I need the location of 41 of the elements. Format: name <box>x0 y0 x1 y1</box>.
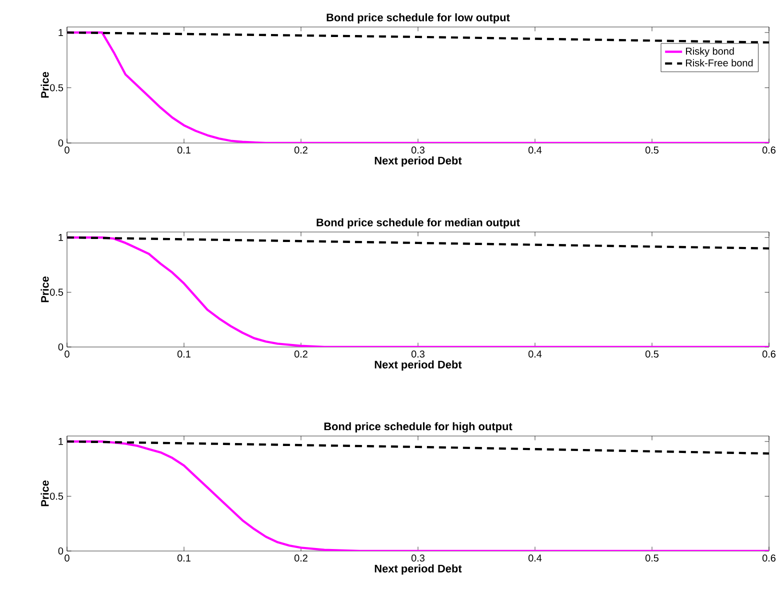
x-tick-label: 0 <box>64 350 70 358</box>
x-tick-label: 0.2 <box>294 350 308 358</box>
x-tick-label: 0.5 <box>645 350 659 358</box>
x-tick-label: 0.4 <box>528 146 542 154</box>
x-axis-title: Next period Debt <box>374 564 462 575</box>
x-tick-label: 0.1 <box>177 350 190 358</box>
x-tick-label: 0.1 <box>177 554 190 562</box>
x-tick-label: 0.5 <box>645 146 659 154</box>
x-tick-label: 0.6 <box>762 350 776 358</box>
legend-label: Risky bond <box>686 47 734 57</box>
y-tick-label: 0 <box>58 547 64 555</box>
y-axis-title: Price <box>40 480 49 506</box>
chart-title: Bond price schedule for high output <box>324 422 512 433</box>
x-tick-label: 0.2 <box>294 146 308 154</box>
y-tick-label: 1 <box>58 234 63 241</box>
x-tick-label: 0.1 <box>177 146 190 154</box>
y-tick-label: 1 <box>58 438 63 445</box>
x-tick-label: 0.6 <box>762 146 776 154</box>
chart-title: Bond price schedule for median output <box>316 218 520 228</box>
x-tick-label: 0 <box>64 146 70 154</box>
x-tick-label: 0.3 <box>411 146 424 154</box>
y-tick-label: 0 <box>58 343 64 351</box>
x-axis-title: Next period Debt <box>374 156 462 167</box>
y-tick-label: 0.5 <box>50 492 64 500</box>
chart-title: Bond price schedule for low output <box>326 13 510 24</box>
y-tick-label: 0 <box>58 139 64 147</box>
x-tick-label: 0 <box>64 554 70 562</box>
x-tick-label: 0.4 <box>528 554 542 562</box>
legend-label: Risk-Free bond <box>686 59 753 66</box>
x-tick-label: 0.4 <box>528 350 542 358</box>
x-tick-label: 0.2 <box>294 554 308 562</box>
y-tick-label: 0.5 <box>50 288 64 296</box>
x-tick-label: 0.6 <box>762 554 776 562</box>
y-axis-title: Price <box>40 72 49 98</box>
y-tick-label: 1 <box>58 29 63 36</box>
y-tick-label: 0.5 <box>50 84 64 92</box>
x-tick-label: 0.3 <box>411 554 424 562</box>
y-axis-title: Price <box>40 276 49 302</box>
x-tick-label: 0.3 <box>411 350 424 358</box>
x-tick-label: 0.5 <box>645 554 659 562</box>
x-axis-title: Next period Debt <box>374 360 462 371</box>
